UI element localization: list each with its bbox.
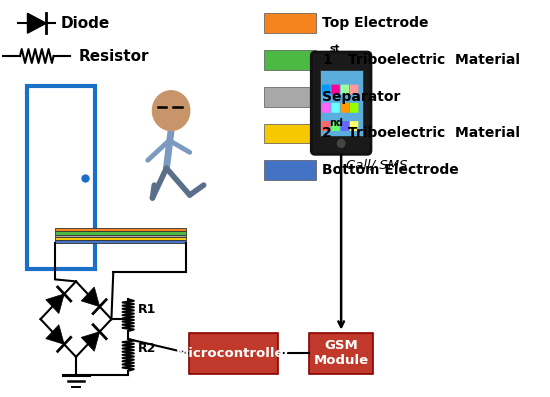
- Bar: [265, 87, 316, 107]
- Text: nd: nd: [329, 118, 344, 127]
- FancyBboxPatch shape: [350, 121, 359, 131]
- Text: st: st: [329, 44, 340, 54]
- FancyBboxPatch shape: [331, 85, 340, 94]
- FancyBboxPatch shape: [311, 52, 371, 154]
- Text: Bottom Electrode: Bottom Electrode: [322, 163, 459, 177]
- Text: Triboelectric  Material: Triboelectric Material: [343, 127, 520, 141]
- Text: Triboelectric  Material: Triboelectric Material: [343, 53, 520, 67]
- FancyBboxPatch shape: [322, 103, 331, 113]
- Polygon shape: [46, 325, 64, 344]
- Bar: [265, 160, 316, 180]
- Polygon shape: [46, 294, 64, 314]
- FancyBboxPatch shape: [340, 85, 349, 94]
- Text: R2: R2: [138, 343, 156, 355]
- Bar: [309, 333, 373, 374]
- Bar: [189, 333, 278, 374]
- Text: Separator: Separator: [322, 90, 400, 104]
- FancyBboxPatch shape: [322, 121, 331, 131]
- Bar: [28, 86, 95, 270]
- Text: Call/ SMS: Call/ SMS: [346, 158, 408, 171]
- Polygon shape: [81, 287, 100, 306]
- Bar: [265, 50, 316, 70]
- FancyBboxPatch shape: [350, 85, 359, 94]
- Circle shape: [337, 139, 345, 147]
- Text: 2: 2: [322, 127, 332, 141]
- Text: Top Electrode: Top Electrode: [322, 16, 428, 30]
- Bar: [265, 13, 316, 33]
- Bar: [56, 228, 186, 231]
- Bar: [320, 70, 362, 137]
- Text: Resistor: Resistor: [79, 48, 149, 64]
- Text: 1: 1: [322, 53, 332, 67]
- Bar: [56, 237, 186, 240]
- Bar: [56, 240, 186, 243]
- Text: Diode: Diode: [60, 16, 109, 31]
- Polygon shape: [28, 13, 46, 33]
- FancyBboxPatch shape: [340, 103, 349, 113]
- Polygon shape: [81, 332, 100, 351]
- Bar: [56, 231, 186, 235]
- Text: GSM
Module: GSM Module: [314, 339, 369, 367]
- Circle shape: [152, 91, 190, 131]
- FancyBboxPatch shape: [331, 121, 340, 131]
- FancyBboxPatch shape: [350, 103, 359, 113]
- FancyBboxPatch shape: [322, 85, 331, 94]
- Text: R1: R1: [138, 303, 156, 316]
- FancyBboxPatch shape: [340, 121, 349, 131]
- Bar: [265, 123, 316, 143]
- Text: Microcontroller: Microcontroller: [176, 347, 291, 360]
- FancyBboxPatch shape: [331, 103, 340, 113]
- Bar: [56, 235, 186, 237]
